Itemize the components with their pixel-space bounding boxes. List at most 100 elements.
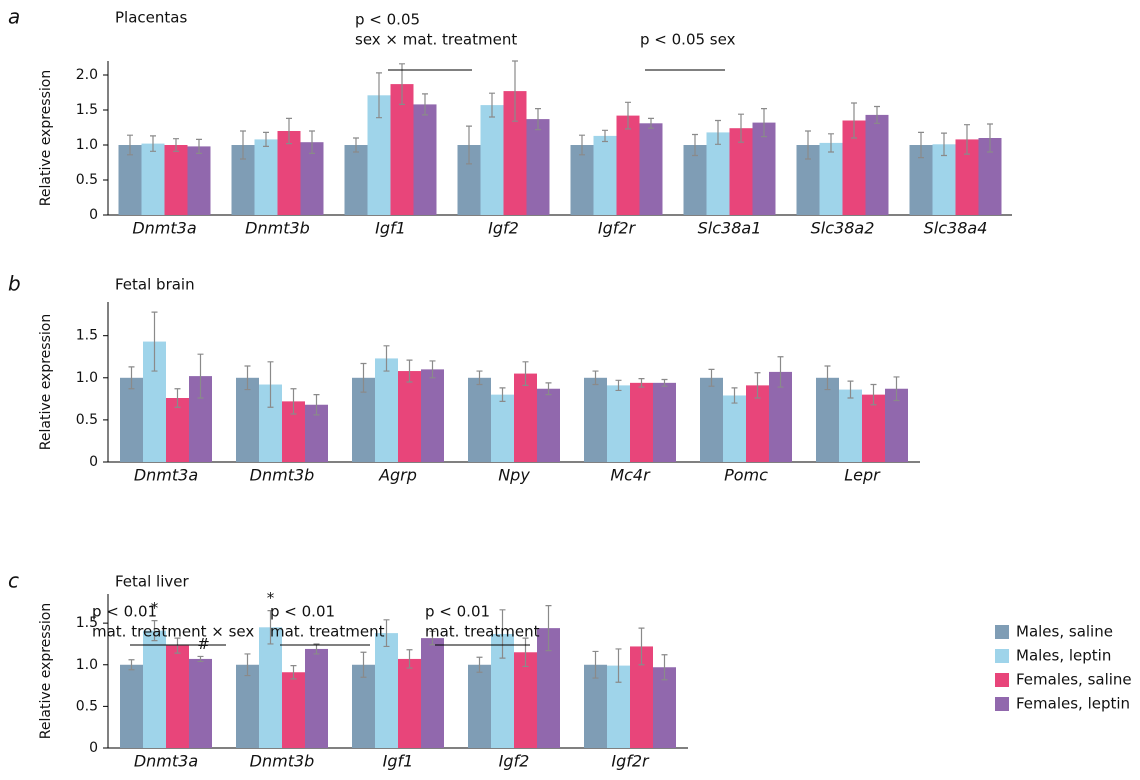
error-bar	[754, 372, 761, 399]
error-bar	[489, 92, 495, 118]
error-bar	[406, 359, 413, 383]
bar	[143, 630, 166, 748]
bar	[752, 122, 776, 215]
error-bar	[941, 132, 947, 157]
x-tick-label: Igf2	[499, 752, 530, 771]
bar	[503, 91, 527, 215]
error-bar	[151, 311, 158, 372]
error-bar	[476, 656, 483, 673]
error-bar	[648, 117, 654, 129]
bar	[375, 633, 398, 748]
error-bar	[661, 654, 668, 681]
error-bar	[173, 138, 179, 152]
x-tick-label: Dnmt3a	[134, 466, 198, 485]
y-tick-label: 2.0	[76, 67, 98, 83]
bar	[166, 645, 189, 748]
error-bar	[360, 651, 367, 678]
bar	[955, 139, 979, 215]
bar	[344, 145, 368, 215]
legend-label: Females, leptin	[1016, 695, 1130, 713]
error-bar	[870, 383, 877, 406]
bar	[457, 145, 481, 215]
error-bar	[383, 619, 390, 648]
x-tick-label: Dnmt3b	[250, 466, 315, 485]
error-bar	[625, 101, 631, 130]
x-tick-label: Dnmt3a	[132, 219, 196, 238]
bar	[514, 373, 537, 462]
error-bar	[360, 362, 367, 393]
bar	[819, 142, 843, 215]
bar	[607, 385, 630, 462]
error-bar	[761, 108, 767, 138]
annotation: p < 0.05	[355, 11, 420, 29]
bar	[352, 664, 375, 748]
bar	[259, 627, 282, 748]
error-bar	[522, 637, 529, 668]
error-bar	[244, 365, 251, 391]
bar	[189, 376, 212, 462]
error-bar	[512, 60, 518, 122]
bar	[653, 667, 676, 748]
bar	[120, 664, 143, 748]
bar	[932, 144, 956, 215]
bar	[909, 145, 933, 215]
y-tick-label: 0	[89, 454, 98, 470]
error-bar	[267, 361, 274, 408]
error-bar	[499, 387, 506, 402]
error-bar	[545, 382, 552, 396]
bar	[978, 138, 1002, 215]
error-bar	[476, 370, 483, 386]
legend-swatch	[995, 625, 1009, 639]
bar	[491, 394, 514, 462]
annotation: sex × mat. treatment	[355, 31, 517, 49]
error-bar	[128, 659, 135, 671]
error-bar	[429, 360, 436, 379]
panel-title: Fetal liver	[115, 573, 189, 591]
bar	[367, 95, 391, 215]
bar	[282, 401, 305, 462]
bar	[480, 105, 504, 215]
y-axis-label: Relative expression	[38, 314, 54, 450]
legend-swatch	[995, 697, 1009, 711]
error-bar	[309, 130, 315, 154]
y-tick-label: 1.0	[76, 137, 98, 153]
error-bar	[399, 63, 405, 105]
bar	[282, 672, 305, 748]
error-bar	[692, 133, 698, 157]
bar	[746, 385, 769, 462]
y-tick-label: 0	[89, 207, 98, 223]
error-bar	[805, 130, 811, 160]
error-bar	[499, 609, 506, 659]
error-bar	[715, 119, 721, 145]
bar	[390, 84, 414, 215]
y-tick-label: 0.5	[76, 698, 98, 714]
error-bar	[638, 378, 645, 388]
error-bar	[174, 388, 181, 408]
panel-label: b	[8, 272, 21, 296]
annotation: mat. treatment	[425, 623, 540, 641]
x-tick-label: Mc4r	[610, 466, 651, 485]
bar	[570, 145, 594, 215]
y-axis-label: Relative expression	[38, 70, 54, 206]
error-bar	[535, 108, 541, 131]
bar	[277, 131, 301, 215]
error-bar	[708, 368, 715, 387]
x-tick-label: Npy	[498, 466, 530, 485]
annotation: p < 0.01	[270, 603, 335, 621]
error-bar	[828, 133, 834, 153]
error-bar	[244, 653, 251, 677]
bar	[491, 633, 514, 748]
significance-marker: *	[267, 589, 275, 607]
error-bar	[267, 610, 274, 645]
annotation: mat. treatment	[270, 623, 385, 641]
error-bar	[290, 664, 297, 680]
error-bar	[313, 394, 320, 416]
error-bar	[174, 637, 181, 654]
bar	[375, 358, 398, 462]
bar	[468, 377, 491, 462]
bar	[164, 145, 188, 215]
bar	[254, 139, 278, 215]
error-bar	[422, 93, 428, 116]
error-bar	[353, 137, 359, 153]
